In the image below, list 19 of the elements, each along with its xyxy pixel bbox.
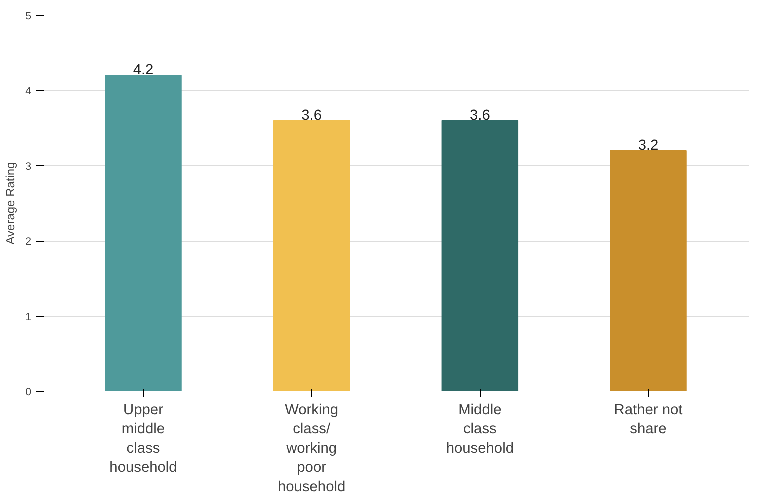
y-tick-label: 3	[26, 160, 32, 173]
x-tick-label: Middle class household	[446, 402, 514, 457]
y-tick-label: 0	[26, 386, 32, 398]
y-tick-label: 1	[26, 311, 32, 324]
x-tick-label: Working class/ working poor household	[278, 402, 346, 496]
data-label: 4.2	[133, 62, 154, 79]
data-label: 3.2	[638, 138, 659, 154]
data-label: 3.6	[470, 108, 490, 124]
bar	[610, 150, 687, 392]
bar	[442, 120, 519, 392]
bar	[105, 75, 182, 392]
data-label: 3.6	[302, 108, 322, 124]
y-tick-label: 4	[26, 86, 32, 98]
bar	[273, 120, 350, 392]
x-tick-label: Rather not share	[614, 402, 683, 438]
y-tick-label: 5	[26, 10, 32, 22]
y-tick-label: 2	[26, 236, 32, 248]
y-axis-title: Average Rating	[4, 162, 18, 245]
x-tick-label: Upper middle class household	[110, 402, 178, 476]
